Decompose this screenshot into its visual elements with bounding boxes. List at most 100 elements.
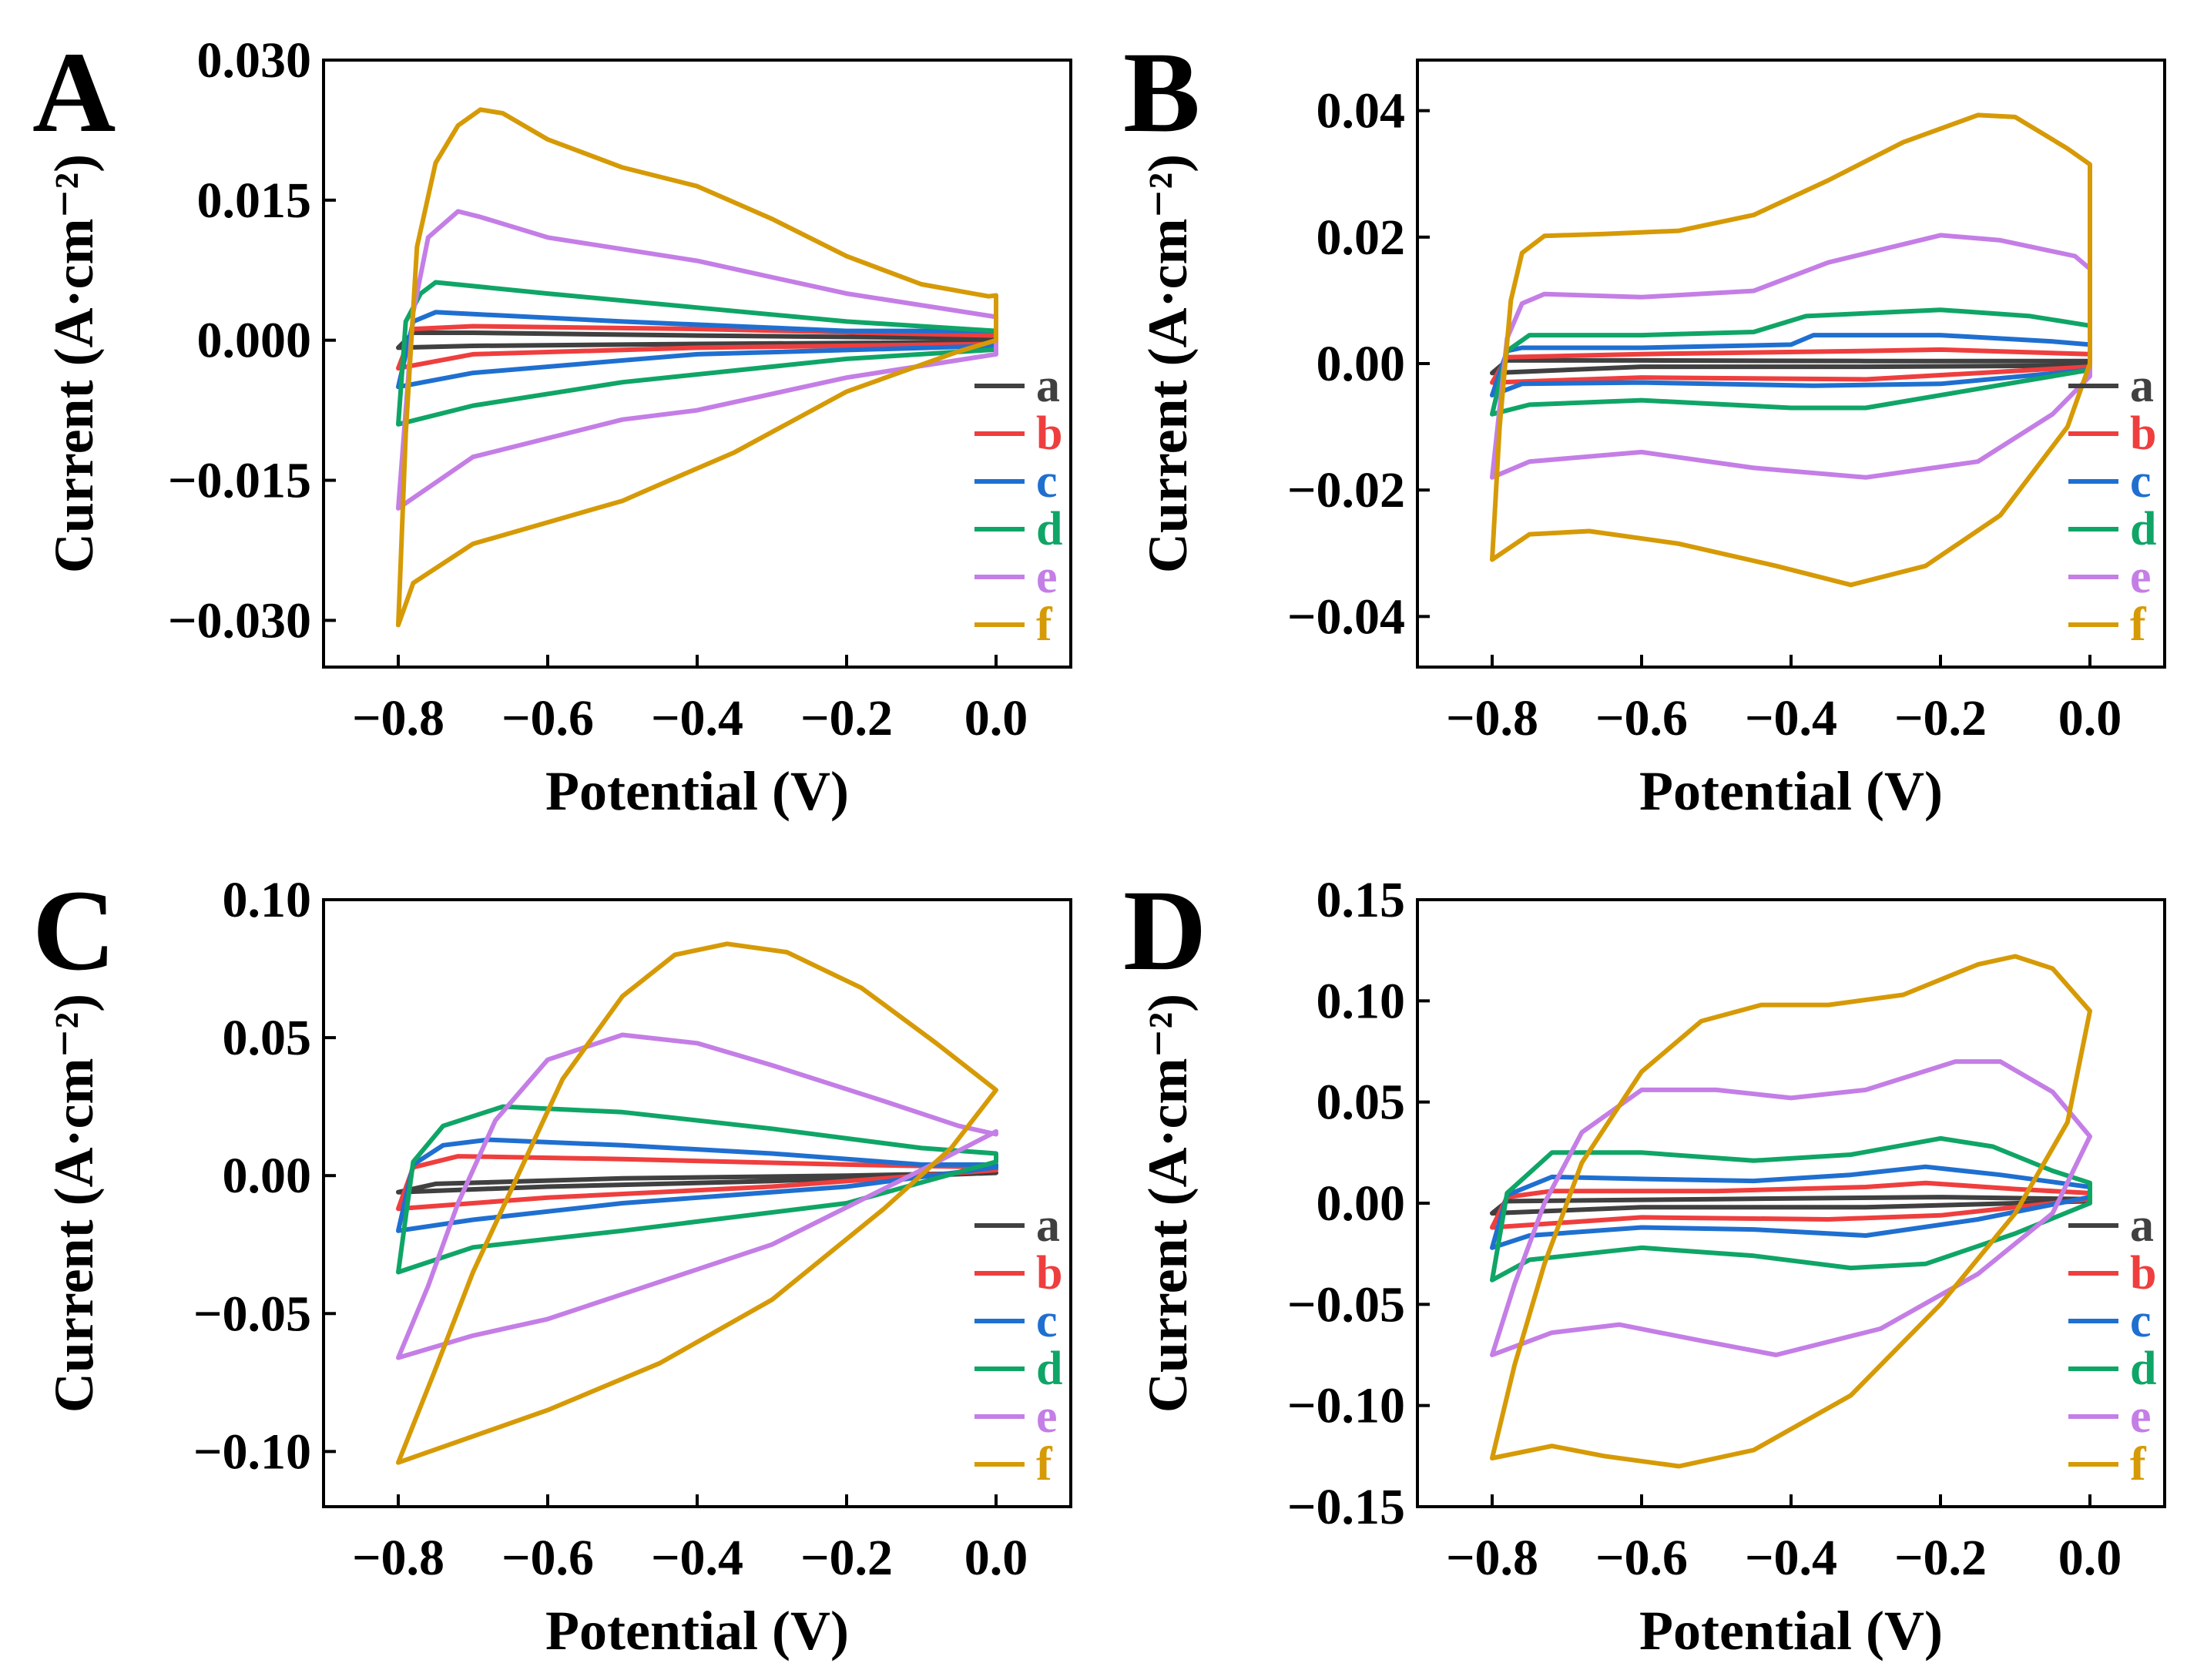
y-tick-label: −0.05 bbox=[193, 1286, 311, 1342]
x-tick-label: −0.6 bbox=[1595, 690, 1688, 746]
y-axis-label: Current (A·cm⁻²) bbox=[43, 154, 105, 573]
cv-curve-c bbox=[1490, 333, 2092, 397]
x-tick-label: −0.2 bbox=[1894, 1530, 1987, 1586]
cv-curve-e bbox=[1490, 1059, 2092, 1357]
panel-letter: B bbox=[1123, 29, 1200, 156]
x-tick-label: −0.8 bbox=[352, 690, 444, 746]
y-tick-label: 0.02 bbox=[1317, 210, 1406, 266]
y-tick-label: 0.000 bbox=[197, 313, 312, 369]
x-axis-label: Potential (V) bbox=[1639, 1600, 1943, 1662]
legend-label-a: a bbox=[2130, 1199, 2154, 1252]
legend-label-a: a bbox=[1036, 360, 1060, 412]
cv-curve-c bbox=[396, 310, 998, 390]
legend-label-d: d bbox=[1036, 503, 1062, 555]
x-tick-label: −0.6 bbox=[501, 690, 594, 746]
series-group bbox=[1490, 112, 2092, 588]
cv-curve-e bbox=[1490, 233, 2092, 480]
panel-D: D −0.8 −0.6 −0.4 −0.2 0.0 0.15 0.10 0.05 0.00 −0.… bbox=[1123, 867, 2166, 1662]
x-tick-label: 0.0 bbox=[2058, 690, 2122, 746]
y-tick-label: 0.030 bbox=[197, 32, 312, 89]
x-tick-label: −0.4 bbox=[651, 690, 743, 746]
legend-label-c: c bbox=[2130, 1295, 2152, 1347]
y-axis-label: Current (A·cm⁻²) bbox=[1137, 994, 1199, 1413]
legend-label-a: a bbox=[1036, 1199, 1060, 1252]
y-tick-label: −0.02 bbox=[1287, 462, 1405, 518]
x-tick-label: 0.0 bbox=[964, 1530, 1028, 1586]
x-tick-label: −0.2 bbox=[800, 1530, 893, 1586]
y-tick-label: 0.00 bbox=[1317, 336, 1406, 392]
panel-C: C −0.8 −0.6 −0.4 −0.2 0.0 0.10 0.05 0.00 −0.05 −0… bbox=[32, 867, 1072, 1662]
legend-label-c: c bbox=[1036, 1295, 1058, 1347]
cv-curve-f bbox=[1490, 112, 2092, 588]
cv-curve-e bbox=[396, 209, 998, 511]
series-group bbox=[1490, 954, 2092, 1469]
y-tick-label: 0.04 bbox=[1317, 83, 1406, 139]
legend-label-c: c bbox=[1036, 455, 1058, 508]
x-axis-label: Potential (V) bbox=[545, 760, 849, 822]
cv-curve-e bbox=[396, 1032, 998, 1360]
x-tick-label: −0.2 bbox=[800, 690, 893, 746]
y-tick-label: −0.04 bbox=[1287, 589, 1405, 645]
x-tick-label: −0.4 bbox=[651, 1530, 743, 1586]
panel-B: B −0.8 −0.6 −0.4 −0.2 0.0 0.04 0.02 0.00 −0.02 −0… bbox=[1123, 29, 2166, 822]
x-tick-label: −0.4 bbox=[1745, 1530, 1837, 1586]
x-tick-label: −0.8 bbox=[1446, 690, 1538, 746]
y-tick-label: 0.10 bbox=[1317, 973, 1406, 1029]
plot-frame bbox=[322, 898, 1072, 1508]
series-group bbox=[396, 107, 998, 628]
legend-label-f: f bbox=[1036, 1438, 1053, 1491]
legend-label-e: e bbox=[2130, 551, 2152, 603]
cv-curve-f bbox=[1490, 954, 2092, 1469]
y-tick-label: 0.15 bbox=[1317, 872, 1406, 928]
legend-label-f: f bbox=[1036, 599, 1053, 651]
cv-curve-c bbox=[396, 1137, 998, 1233]
panel-letter: A bbox=[32, 29, 116, 156]
y-tick-label: 0.015 bbox=[197, 173, 312, 229]
legend-label-b: b bbox=[2130, 1247, 2156, 1299]
legend-label-b: b bbox=[1036, 407, 1062, 460]
legend-label-e: e bbox=[1036, 1390, 1058, 1443]
legend-label-a: a bbox=[2130, 360, 2154, 412]
panel-A: A −0.8 −0.6 −0.4 −0.2 0.0 0.030 0.015 0.000 −0.0… bbox=[32, 29, 1072, 822]
legend-label-d: d bbox=[1036, 1343, 1062, 1395]
y-tick-label: −0.015 bbox=[168, 453, 311, 509]
legend-label-d: d bbox=[2130, 503, 2156, 555]
x-tick-label: −0.4 bbox=[1745, 690, 1837, 746]
x-tick-label: −0.6 bbox=[501, 1530, 594, 1586]
x-tick-label: 0.0 bbox=[2058, 1530, 2122, 1586]
legend-label-c: c bbox=[2130, 455, 2152, 508]
cv-curve-d bbox=[1490, 307, 2092, 417]
x-tick-label: −0.8 bbox=[1446, 1530, 1538, 1586]
legend-label-e: e bbox=[1036, 551, 1058, 603]
x-axis-label: Potential (V) bbox=[545, 1600, 849, 1662]
y-tick-label: −0.030 bbox=[168, 592, 311, 649]
legend-label-b: b bbox=[1036, 1247, 1062, 1299]
legend-label-d: d bbox=[2130, 1343, 2156, 1395]
cv-curve-d bbox=[396, 280, 998, 427]
y-tick-label: 0.00 bbox=[223, 1148, 312, 1204]
panel-letter: D bbox=[1123, 867, 1206, 994]
y-tick-label: 0.05 bbox=[223, 1010, 312, 1066]
y-tick-label: 0.00 bbox=[1317, 1175, 1406, 1232]
x-tick-label: 0.0 bbox=[964, 690, 1028, 746]
cv-curve-f bbox=[396, 107, 998, 628]
x-tick-label: −0.2 bbox=[1894, 690, 1987, 746]
y-tick-label: −0.10 bbox=[1287, 1378, 1405, 1434]
cv-curve-f bbox=[396, 941, 998, 1465]
x-tick-label: −0.6 bbox=[1595, 1530, 1688, 1586]
legend-label-f: f bbox=[2130, 1438, 2147, 1491]
y-tick-label: −0.05 bbox=[1287, 1276, 1405, 1333]
cv-curve-d bbox=[396, 1104, 998, 1275]
y-tick-label: −0.15 bbox=[1287, 1479, 1405, 1535]
y-tick-label: −0.10 bbox=[193, 1423, 311, 1480]
cv-curve-c bbox=[1490, 1164, 2092, 1250]
x-axis-label: Potential (V) bbox=[1639, 760, 1943, 822]
y-tick-label: 0.10 bbox=[223, 872, 312, 928]
legend-label-b: b bbox=[2130, 407, 2156, 460]
series-group bbox=[396, 941, 998, 1465]
y-axis-label: Current (A·cm⁻²) bbox=[1137, 154, 1199, 573]
cv-curve-b bbox=[1490, 347, 2092, 385]
x-tick-label: −0.8 bbox=[352, 1530, 444, 1586]
panel-letter: C bbox=[32, 867, 116, 994]
